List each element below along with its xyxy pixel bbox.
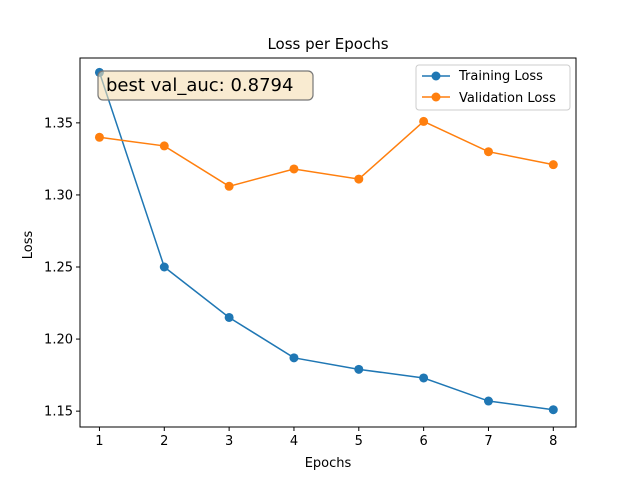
data-point-validation-loss xyxy=(289,164,299,174)
x-tick-label: 8 xyxy=(549,434,557,449)
x-axis-label: Epochs xyxy=(305,456,352,471)
chart-title: Loss per Epochs xyxy=(267,35,388,53)
series-line-validation-loss xyxy=(99,120,554,188)
y-tick-label: 1.20 xyxy=(44,333,73,348)
y-tick-label: 1.25 xyxy=(44,261,73,276)
x-axis-ticks: 1 2 3 4 5 6 7 8 xyxy=(95,427,557,449)
data-point-validation-loss xyxy=(94,132,104,142)
x-tick-label: 5 xyxy=(355,434,363,449)
x-tick-label: 3 xyxy=(225,434,233,449)
annotation-box: best val_auc: 0.8794 xyxy=(97,70,314,101)
data-point-validation-loss xyxy=(354,174,364,184)
x-tick-label: 7 xyxy=(484,434,492,449)
data-point-validation-loss xyxy=(419,116,429,126)
data-point-training-loss xyxy=(548,405,558,415)
legend-label-training: Training Loss xyxy=(458,69,543,84)
x-tick-label: 6 xyxy=(419,434,427,449)
data-point-training-loss xyxy=(224,312,234,322)
y-tick-label: 1.35 xyxy=(44,116,73,131)
data-point-training-loss xyxy=(354,364,364,374)
plot-area xyxy=(79,57,577,428)
data-point-training-loss xyxy=(483,396,493,406)
annotation-text: best val_auc: 0.8794 xyxy=(106,75,293,96)
x-tick-label: 4 xyxy=(290,434,298,449)
y-tick-label: 1.15 xyxy=(44,405,73,420)
y-axis-label: Loss xyxy=(21,231,36,260)
legend-label-validation: Validation Loss xyxy=(459,91,556,106)
data-point-validation-loss xyxy=(483,147,493,157)
data-point-validation-loss xyxy=(224,181,234,191)
data-point-training-loss xyxy=(419,373,429,383)
legend-frame xyxy=(415,64,571,111)
x-tick-label: 2 xyxy=(160,434,168,449)
data-point-training-loss xyxy=(159,262,169,272)
series-layer xyxy=(94,67,558,415)
data-point-validation-loss xyxy=(159,141,169,151)
y-tick-label: 1.30 xyxy=(44,188,73,203)
data-point-validation-loss xyxy=(548,160,558,170)
legend-marker-validation xyxy=(431,92,441,102)
y-axis-ticks: 1.15 1.20 1.25 1.30 1.35 xyxy=(44,116,80,420)
annotation-background xyxy=(97,70,314,101)
x-tick-label: 1 xyxy=(95,434,103,449)
data-point-training-loss xyxy=(289,353,299,363)
series-line-training-loss xyxy=(98,72,554,411)
legend: Training Loss Validation Loss xyxy=(415,64,571,111)
legend-marker-training xyxy=(431,71,441,81)
